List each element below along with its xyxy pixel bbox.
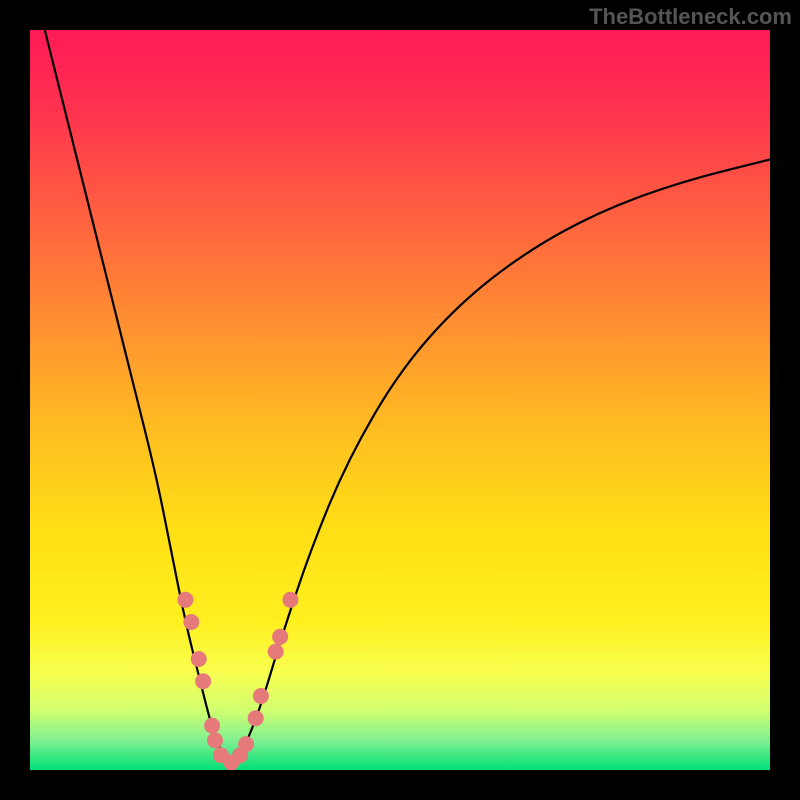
data-point: [253, 688, 269, 704]
plot-area: [30, 30, 770, 770]
data-point: [238, 736, 254, 752]
data-point: [272, 629, 288, 645]
data-point: [183, 614, 199, 630]
data-point: [282, 592, 298, 608]
data-point: [207, 732, 223, 748]
data-point: [268, 644, 284, 660]
plot-svg: [30, 30, 770, 770]
data-point: [204, 718, 220, 734]
data-point: [195, 673, 211, 689]
gradient-background: [30, 30, 770, 770]
data-point: [191, 651, 207, 667]
watermark-text: TheBottleneck.com: [589, 4, 792, 30]
data-point: [177, 592, 193, 608]
data-point: [248, 710, 264, 726]
